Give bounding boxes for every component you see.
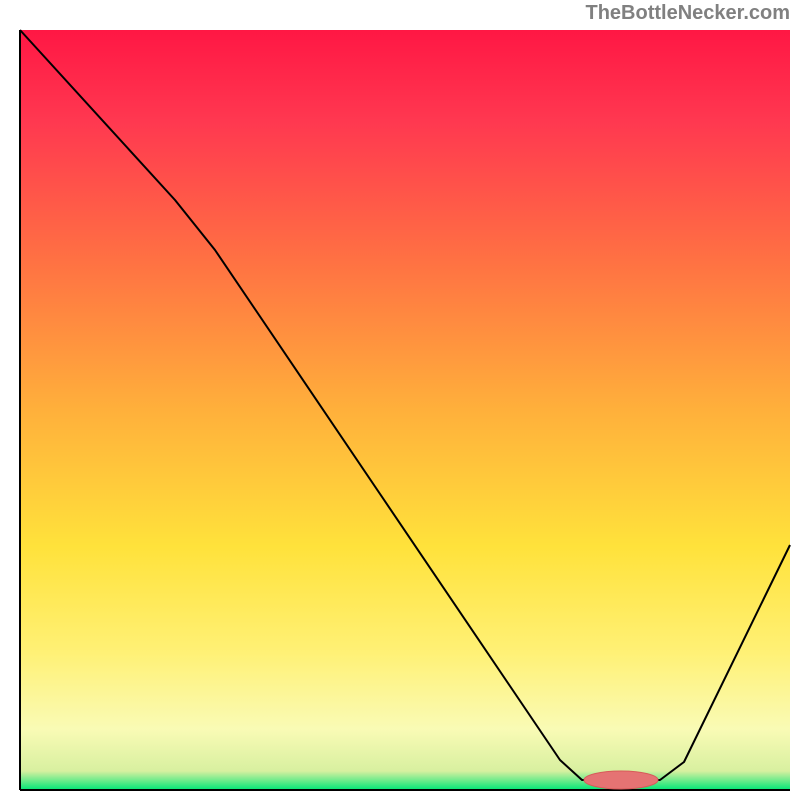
watermark-text: TheBottleNecker.com xyxy=(585,2,790,25)
chart-svg xyxy=(0,0,800,800)
gradient-background xyxy=(20,30,790,790)
bottleneck-chart xyxy=(0,0,800,800)
optimal-marker xyxy=(584,771,658,789)
